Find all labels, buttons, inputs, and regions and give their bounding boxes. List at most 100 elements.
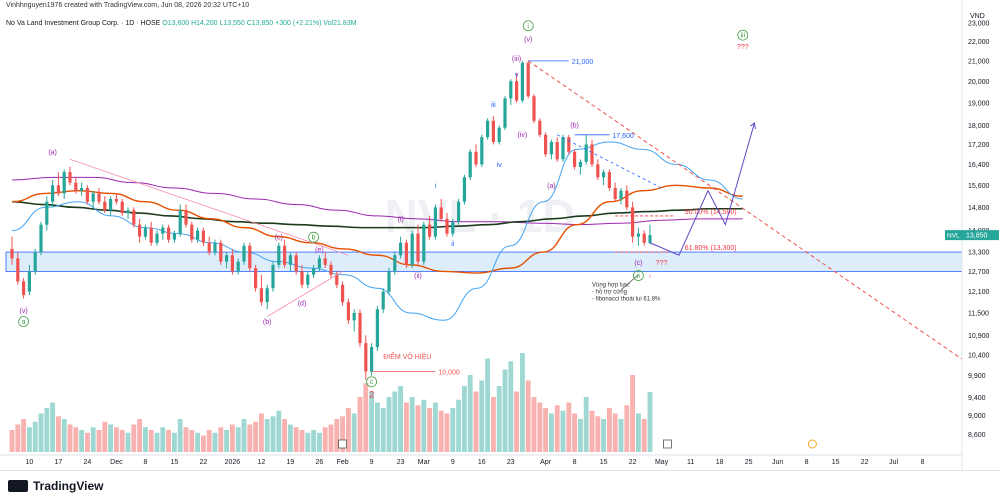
volume-bar (32, 421, 38, 452)
candle-body (648, 235, 652, 243)
candle-body (230, 255, 234, 272)
volume-bar (154, 432, 160, 452)
candle-body (619, 190, 623, 199)
volume-bar (264, 419, 270, 452)
volume-bar (253, 421, 259, 452)
candle-body (625, 190, 629, 208)
candle-body (207, 242, 211, 253)
price-chart[interactable]: NVL · 1D 21,000 17,600 10,000 ĐIỂM VÔ HIỆU 50… (0, 0, 1000, 470)
last-price-text: 13,850 (966, 233, 988, 240)
candle-body (300, 271, 304, 285)
candle-body (416, 233, 420, 262)
candle-body (404, 242, 408, 265)
price-tick-label: 11,500 (968, 310, 989, 317)
volume-bar (519, 353, 525, 452)
time-tick-label: 18 (716, 459, 724, 466)
volume-bar (21, 419, 27, 452)
support-zone (5, 251, 963, 272)
volume-bar (224, 430, 230, 452)
candle-body (201, 230, 205, 243)
candle-body (172, 233, 176, 240)
candle-body (596, 164, 600, 178)
candle-body (607, 172, 611, 188)
volume-bar (102, 421, 108, 452)
time-tick-label: 15 (171, 459, 179, 466)
volume-bar (137, 419, 143, 452)
level-17600-label: 17,600 (612, 133, 634, 140)
volume-bar (84, 432, 90, 452)
price-tick-label: 9,000 (968, 413, 986, 420)
volume-bar (537, 402, 543, 452)
candle-body (573, 151, 577, 167)
time-tick-label: 8 (573, 459, 577, 466)
tradingview-logo-icon (8, 480, 28, 492)
volume-bar (328, 424, 334, 452)
volume-bar (601, 419, 607, 452)
volume-bar (351, 413, 357, 452)
candle-body (532, 96, 536, 121)
price-tick-label: 10,900 (968, 333, 990, 340)
symbol-header: No Va Land Investment Group Corp. · 1D ·… (6, 20, 356, 27)
volume-bar (119, 430, 125, 452)
candle-body (149, 227, 153, 243)
volume-bar (421, 399, 427, 452)
candle-body (549, 142, 553, 155)
candle-body (480, 137, 484, 165)
candle-body (306, 274, 310, 285)
candle-body (114, 198, 118, 202)
trendline-b-d (266, 271, 343, 317)
ema-short-line (11, 141, 743, 321)
candle-body (451, 221, 455, 234)
candle-body (254, 268, 258, 289)
volume-bar (171, 432, 177, 452)
volume-bar (479, 380, 485, 452)
volume-bar (461, 386, 467, 452)
volume-bar (131, 424, 137, 452)
candle-body (370, 347, 374, 372)
candle-body (457, 201, 461, 222)
tradingview-brand: TradingView (33, 479, 104, 493)
upper-channel-line (557, 134, 662, 189)
volume-bar (177, 419, 183, 452)
candle-body (27, 271, 31, 292)
candle-body (515, 81, 519, 101)
wave-label: (i) (397, 217, 403, 224)
volume-bar (543, 408, 549, 452)
candle-body (271, 264, 275, 289)
volume-bar (276, 410, 282, 452)
candle-body (526, 62, 530, 97)
wave-label: (b) (570, 123, 579, 130)
time-tick-label: 22 (200, 459, 208, 466)
wave-label: i (527, 23, 529, 30)
volume-bar (183, 427, 189, 452)
volume-bar (73, 427, 79, 452)
wave-label: i (435, 183, 437, 190)
wave-label: ii (451, 241, 455, 248)
volume-bar (293, 427, 299, 452)
volume-bar (531, 397, 537, 452)
candle-body (341, 284, 345, 303)
candle-body (317, 258, 321, 269)
candle-body (445, 218, 449, 234)
volume-bar (583, 397, 589, 452)
volume-bar (502, 369, 508, 452)
wave-label: (c) (634, 260, 642, 267)
candle-body (283, 245, 287, 265)
time-tick-label: 9 (451, 459, 455, 466)
time-tick-label: 8 (805, 459, 809, 466)
volume-bar (345, 408, 351, 452)
zone-note-line: - fibonacci thoái lui 61.8% (592, 297, 661, 303)
candle-body (277, 245, 281, 265)
price-tick-label: 9,900 (968, 373, 986, 380)
volume-bar (403, 402, 409, 452)
candle-body (561, 137, 565, 160)
volume-bar (514, 391, 520, 452)
zone-note-pointer (620, 274, 639, 291)
wave-label: (iv) (518, 132, 528, 139)
volume-bar (467, 375, 473, 452)
volume-bar (55, 416, 61, 452)
wave-label: iv (497, 162, 503, 169)
candle-body (642, 233, 646, 243)
descending-channel-line (527, 60, 963, 360)
candle-body (555, 142, 559, 160)
